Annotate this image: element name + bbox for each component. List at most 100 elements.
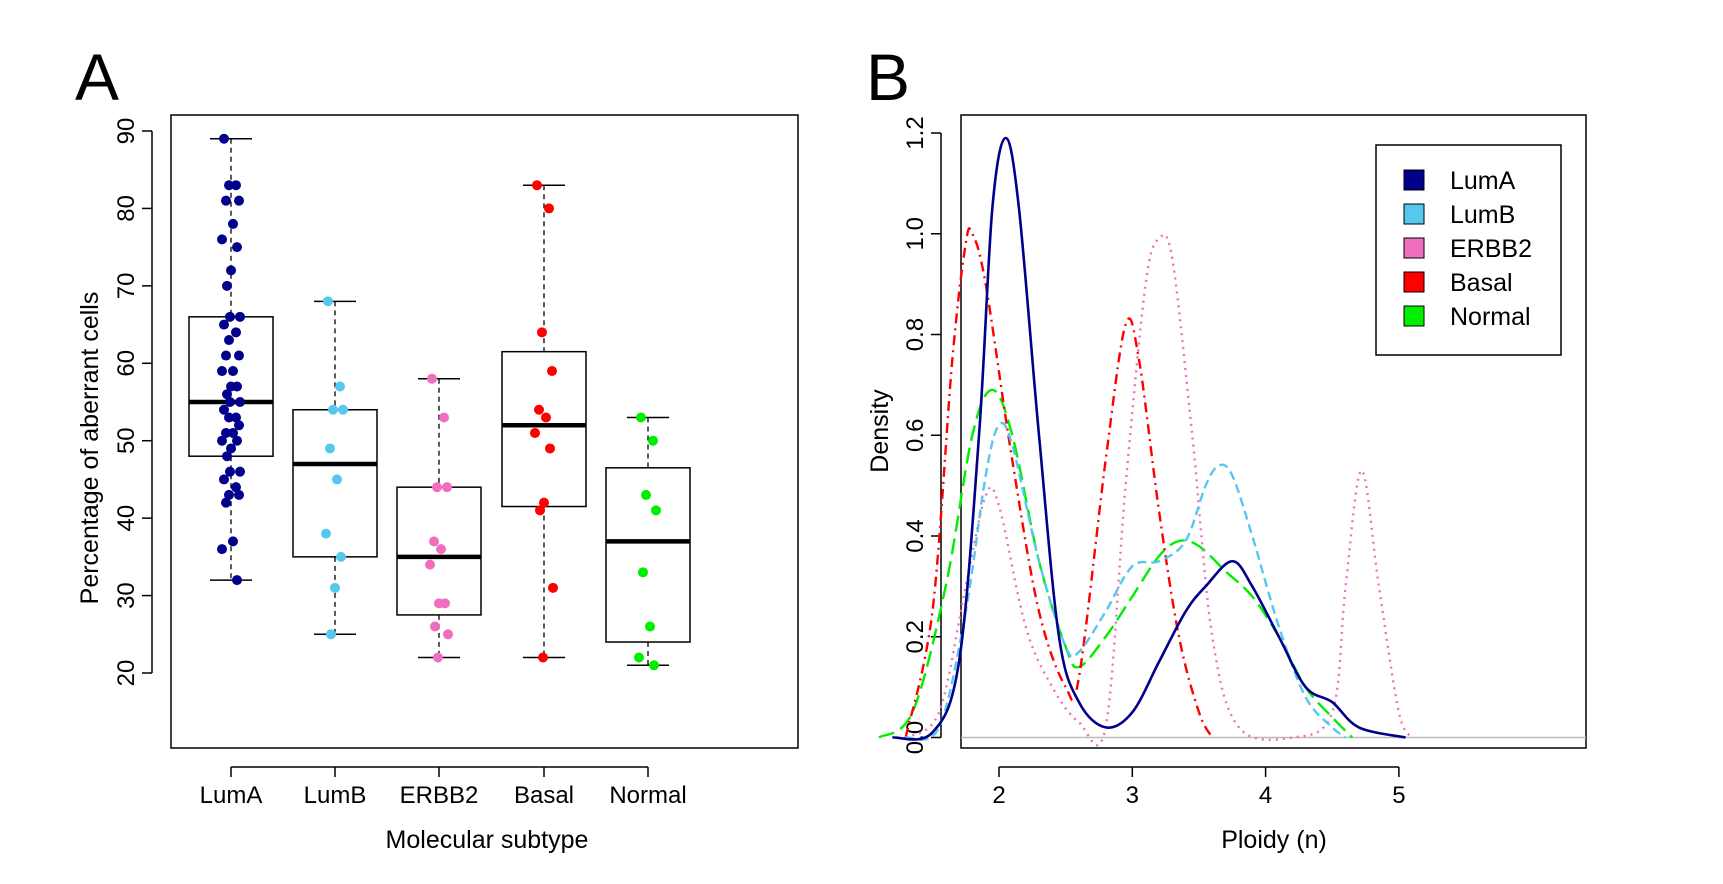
y-tick-label: 0.4 (902, 519, 929, 552)
point-luma (217, 435, 227, 446)
point-luma (224, 489, 234, 500)
point-normal (641, 489, 651, 500)
point-normal (651, 505, 661, 516)
point-luma (231, 180, 241, 191)
legend-swatch-luma (1403, 169, 1425, 191)
point-basal (545, 443, 555, 454)
point-luma (234, 195, 244, 206)
legend-label-erbb2: ERBB2 (1450, 235, 1532, 263)
point-basal (547, 366, 557, 377)
point-luma (217, 234, 227, 245)
point-luma (228, 536, 238, 547)
legend-swatch-erbb2 (1403, 237, 1425, 259)
panel-b-x-label: Ploidy (n) (1221, 826, 1327, 854)
point-luma (231, 482, 241, 493)
density-line-lumb (905, 421, 1347, 741)
y-tick-label: 80 (113, 195, 140, 222)
density-line-basal (904, 227, 1214, 739)
point-luma (235, 466, 245, 477)
density-line-luma (892, 136, 1406, 741)
y-tick-label: 1.2 (902, 116, 929, 149)
point-luma (221, 427, 231, 438)
point-luma (222, 389, 232, 400)
point-lumb (332, 474, 342, 485)
point-erbb2 (425, 559, 435, 570)
x-tick-label: Basal (514, 782, 574, 809)
legend-label-normal: Normal (1450, 303, 1531, 331)
point-luma (232, 575, 242, 586)
y-tick-label: 30 (113, 582, 140, 609)
panel-b-y-axis: 0.00.20.40.60.81.01.2 (902, 116, 942, 754)
point-luma (221, 497, 231, 508)
density-line-normal (878, 388, 1354, 739)
x-tick-label: LumA (200, 782, 263, 809)
point-basal (541, 412, 551, 423)
point-luma (231, 412, 241, 423)
panel-a-boxes (188, 137, 691, 667)
point-luma (232, 242, 242, 253)
point-basal (539, 497, 549, 508)
legend-swatch-basal (1403, 271, 1425, 293)
point-lumb (323, 296, 333, 307)
x-tick-label: LumB (304, 782, 367, 809)
panel-a: A 20 30 40 50 60 70 80 90 LumA LumB ERBB2 Basal Nor… (75, 40, 799, 854)
point-luma (234, 489, 244, 500)
x-tick-label: 3 (1126, 782, 1139, 809)
point-erbb2 (430, 621, 440, 632)
point-lumb (328, 404, 338, 415)
point-luma (228, 427, 238, 438)
point-lumb (338, 404, 348, 415)
point-luma (226, 443, 236, 454)
box-normal (605, 416, 691, 667)
y-tick-label: 60 (113, 350, 140, 377)
y-tick-label: 0.6 (902, 419, 929, 452)
point-luma (219, 319, 229, 330)
panel-a-y-axis: 20 30 40 50 60 70 80 90 (113, 118, 153, 686)
x-tick-label: 4 (1259, 782, 1272, 809)
point-luma (224, 412, 234, 423)
box-body (501, 350, 587, 508)
panel-b-y-label: Density (866, 389, 894, 473)
point-lumb (335, 381, 345, 392)
point-normal (649, 660, 659, 671)
x-tick-label: Normal (609, 782, 686, 809)
point-luma (221, 350, 231, 361)
point-luma (219, 474, 229, 485)
point-basal (548, 582, 558, 593)
point-luma (234, 350, 244, 361)
point-luma (222, 451, 232, 462)
point-luma (219, 404, 229, 415)
point-erbb2 (429, 536, 439, 547)
y-tick-label: 1.0 (902, 217, 929, 250)
point-luma (225, 397, 235, 407)
point-basal (544, 203, 554, 214)
panel-a-x-axis: LumA LumB ERBB2 Basal Normal (200, 766, 687, 809)
point-luma (228, 366, 238, 377)
legend-label-basal: Basal (1450, 269, 1513, 297)
box-erbb2 (396, 378, 482, 659)
y-tick-label: 50 (113, 427, 140, 454)
point-luma (217, 366, 227, 377)
panel-a-points (217, 133, 661, 671)
y-tick-label: 70 (113, 273, 140, 300)
point-erbb2 (434, 598, 444, 609)
point-normal (645, 621, 655, 632)
point-erbb2 (442, 482, 452, 493)
panel-a-plot-frame (170, 114, 799, 749)
panel-a-x-label: Molecular subtype (386, 826, 589, 854)
x-tick-label: 2 (992, 782, 1005, 809)
y-tick-label: 0.8 (902, 318, 929, 351)
point-lumb (336, 551, 346, 562)
point-erbb2 (432, 482, 442, 493)
x-tick-label: 5 (1392, 782, 1405, 809)
density-line-erbb2 (904, 233, 1414, 747)
panel-a-y-label: Percentage of aberrant cells (76, 292, 104, 605)
x-tick-label: ERBB2 (400, 782, 479, 809)
point-basal (535, 505, 545, 516)
panel-b-legend: LumA LumB ERBB2 Basal Normal (1375, 144, 1562, 356)
point-lumb (326, 629, 336, 640)
point-basal (532, 180, 542, 191)
point-luma (232, 435, 242, 446)
point-normal (634, 652, 644, 663)
